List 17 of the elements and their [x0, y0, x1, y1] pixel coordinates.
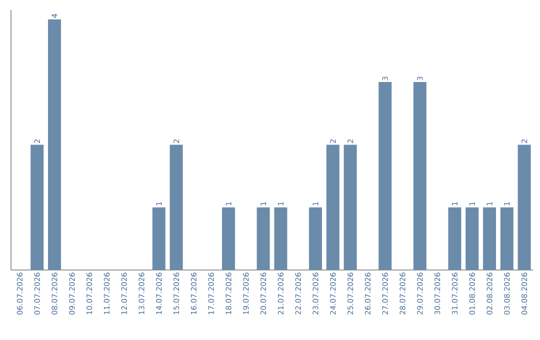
bar — [48, 19, 61, 270]
bar — [309, 207, 322, 270]
bar — [152, 207, 166, 270]
bar — [466, 207, 479, 270]
bar — [274, 207, 288, 270]
bar — [500, 207, 514, 270]
bar — [378, 82, 392, 270]
bar — [448, 207, 462, 270]
bar — [344, 144, 357, 270]
bar — [413, 82, 426, 270]
bar — [518, 144, 531, 270]
bar — [170, 144, 183, 270]
bar — [30, 144, 44, 270]
bar — [326, 144, 340, 270]
bar — [256, 207, 270, 270]
bar — [222, 207, 236, 270]
bar — [483, 207, 496, 270]
